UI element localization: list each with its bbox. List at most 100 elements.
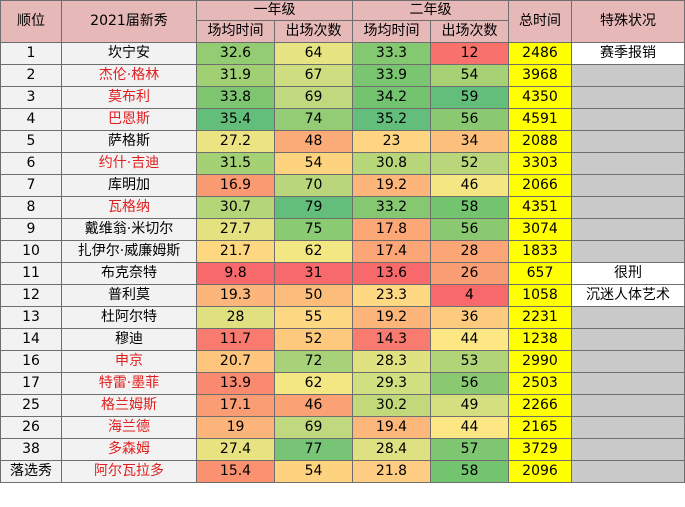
total-minutes-cell: 2066 [508,174,572,197]
year1-minutes-cell: 15.4 [196,460,275,483]
year1-games-cell: 69 [274,86,353,109]
rank-cell: 7 [0,174,62,197]
status-cell [571,152,685,175]
year1-games-cell: 48 [274,130,353,153]
table-row: 16 申京 20.7 72 28.3 53 2990 [0,350,685,373]
year2-minutes-cell: 33.2 [352,196,431,219]
table-row: 10 扎伊尔·威廉姆斯 21.7 62 17.4 28 1833 [0,240,685,263]
status-cell [571,460,685,483]
player-name-cell: 海兰德 [61,416,197,439]
year1-minutes-cell: 32.6 [196,42,275,65]
year2-minutes-cell: 34.2 [352,86,431,109]
player-name-cell: 莫布利 [61,86,197,109]
year2-minutes-cell: 30.2 [352,394,431,417]
year1-minutes-cell: 27.4 [196,438,275,461]
rank-cell: 11 [0,262,62,285]
status-cell [571,64,685,87]
year2-minutes-cell: 17.4 [352,240,431,263]
year1-games-cell: 55 [274,306,353,329]
year2-games-cell: 49 [430,394,509,417]
player-name-cell: 库明加 [61,174,197,197]
player-name-cell: 瓦格纳 [61,196,197,219]
table-row: 38 多森姆 27.4 77 28.4 57 3729 [0,438,685,461]
year2-games-cell: 44 [430,416,509,439]
year1-games-cell: 75 [274,218,353,241]
header-year1-minutes: 场均时间 [196,20,275,43]
year1-games-cell: 62 [274,240,353,263]
status-cell: 沉迷人体艺术 [571,284,685,307]
header-row-top: 顺位 2021届新秀 一年级 二年级 总时间 特殊状况 [0,0,685,43]
table-row: 7 库明加 16.9 70 19.2 46 2066 [0,174,685,197]
table-row: 26 海兰德 19 69 19.4 44 2165 [0,416,685,439]
rank-cell: 16 [0,350,62,373]
player-name-cell: 戴维翁·米切尔 [61,218,197,241]
year2-minutes-cell: 28.3 [352,350,431,373]
year2-minutes-cell: 19.2 [352,306,431,329]
year1-games-cell: 62 [274,372,353,395]
year1-minutes-cell: 19 [196,416,275,439]
total-minutes-cell: 4350 [508,86,572,109]
header-year2-minutes: 场均时间 [352,20,431,43]
header-rookie: 2021届新秀 [61,0,197,43]
year1-minutes-cell: 11.7 [196,328,275,351]
status-cell [571,350,685,373]
year1-minutes-cell: 13.9 [196,372,275,395]
player-name-cell: 多森姆 [61,438,197,461]
rank-cell: 落选秀 [0,460,62,483]
header-year1-games: 出场次数 [274,20,353,43]
header-year2: 二年级 [352,0,509,21]
year1-minutes-cell: 35.4 [196,108,275,131]
table-row: 9 戴维翁·米切尔 27.7 75 17.8 56 3074 [0,218,685,241]
year1-games-cell: 54 [274,460,353,483]
player-name-cell: 约什·吉迪 [61,152,197,175]
status-cell [571,174,685,197]
player-name-cell: 阿尔瓦拉多 [61,460,197,483]
rank-cell: 1 [0,42,62,65]
rank-cell: 9 [0,218,62,241]
status-cell [571,328,685,351]
year1-minutes-cell: 21.7 [196,240,275,263]
total-minutes-cell: 2231 [508,306,572,329]
rank-cell: 5 [0,130,62,153]
rookie-stats-table: 顺位 2021届新秀 一年级 二年级 总时间 特殊状况 场均时间 出场次数 场均… [0,0,685,483]
year1-minutes-cell: 28 [196,306,275,329]
rank-cell: 25 [0,394,62,417]
status-cell [571,306,685,329]
rank-cell: 38 [0,438,62,461]
rank-cell: 4 [0,108,62,131]
table-row: 落选秀 阿尔瓦拉多 15.4 54 21.8 58 2096 [0,460,685,483]
total-minutes-cell: 4351 [508,196,572,219]
player-name-cell: 萨格斯 [61,130,197,153]
player-name-cell: 格兰姆斯 [61,394,197,417]
table-row: 8 瓦格纳 30.7 79 33.2 58 4351 [0,196,685,219]
table-row: 25 格兰姆斯 17.1 46 30.2 49 2266 [0,394,685,417]
year2-minutes-cell: 33.3 [352,42,431,65]
year2-minutes-cell: 29.3 [352,372,431,395]
year1-minutes-cell: 31.5 [196,152,275,175]
year2-games-cell: 28 [430,240,509,263]
table-row: 4 巴恩斯 35.4 74 35.2 56 4591 [0,108,685,131]
year2-games-cell: 57 [430,438,509,461]
rank-cell: 10 [0,240,62,263]
total-minutes-cell: 3074 [508,218,572,241]
total-minutes-cell: 4591 [508,108,572,131]
header-year2-games: 出场次数 [430,20,509,43]
year2-minutes-cell: 13.6 [352,262,431,285]
year1-games-cell: 31 [274,262,353,285]
year1-games-cell: 54 [274,152,353,175]
header-year1: 一年级 [196,0,353,21]
player-name-cell: 特雷·墨菲 [61,372,197,395]
total-minutes-cell: 3968 [508,64,572,87]
table-row: 12 普利莫 19.3 50 23.3 4 1058 沉迷人体艺术 [0,284,685,307]
total-minutes-cell: 2088 [508,130,572,153]
year2-games-cell: 58 [430,196,509,219]
year2-games-cell: 53 [430,350,509,373]
total-minutes-cell: 2266 [508,394,572,417]
year1-games-cell: 77 [274,438,353,461]
year2-minutes-cell: 17.8 [352,218,431,241]
total-minutes-cell: 1238 [508,328,572,351]
year2-games-cell: 26 [430,262,509,285]
rank-cell: 14 [0,328,62,351]
rank-cell: 2 [0,64,62,87]
status-cell [571,372,685,395]
